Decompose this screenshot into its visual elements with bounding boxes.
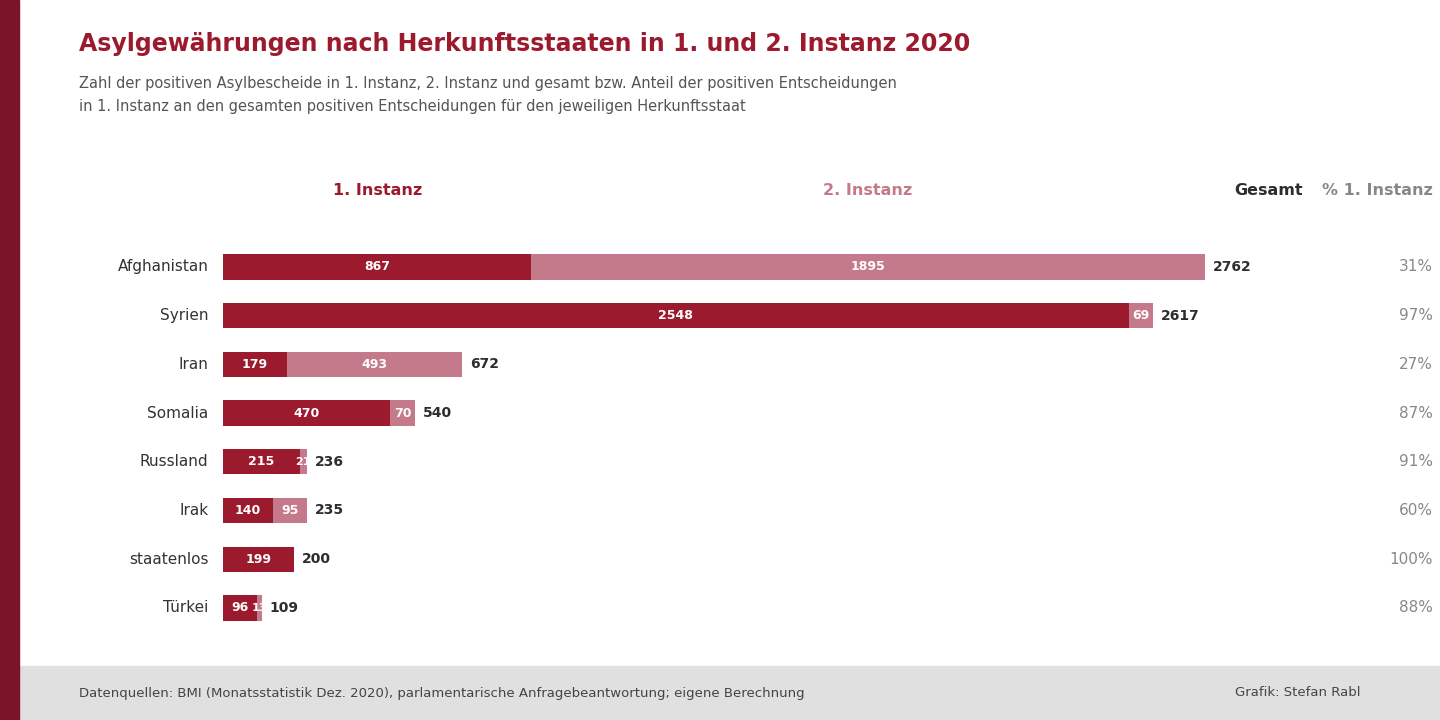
Text: 69: 69 xyxy=(1132,309,1149,322)
Text: 2762: 2762 xyxy=(1212,260,1251,274)
Text: Grafik: Stefan Rabl: Grafik: Stefan Rabl xyxy=(1236,686,1361,700)
Text: 672: 672 xyxy=(469,357,498,372)
Bar xyxy=(274,498,307,523)
Text: Zahl der positiven Asylbescheide in 1. Instanz, 2. Instanz und gesamt bzw. Antei: Zahl der positiven Asylbescheide in 1. I… xyxy=(79,76,897,91)
Text: 140: 140 xyxy=(235,504,261,517)
Text: 88%: 88% xyxy=(1398,600,1433,616)
Text: 236: 236 xyxy=(315,455,344,469)
Bar xyxy=(223,595,258,621)
Text: 179: 179 xyxy=(242,358,268,371)
Text: % 1. Instanz: % 1. Instanz xyxy=(1322,184,1433,198)
Text: Iran: Iran xyxy=(179,357,209,372)
Text: 200: 200 xyxy=(302,552,331,566)
Text: 867: 867 xyxy=(364,261,390,274)
Text: 21: 21 xyxy=(295,456,311,467)
Text: 70: 70 xyxy=(395,407,412,420)
Text: 13: 13 xyxy=(252,603,268,613)
Text: 235: 235 xyxy=(314,503,344,518)
Text: 96: 96 xyxy=(232,601,249,614)
Text: 470: 470 xyxy=(294,407,320,420)
Bar xyxy=(300,449,307,474)
Text: 493: 493 xyxy=(361,358,387,371)
Bar xyxy=(223,449,300,474)
Bar xyxy=(223,400,390,426)
Text: 2617: 2617 xyxy=(1161,309,1200,323)
Text: 95: 95 xyxy=(281,504,298,517)
Text: Datenquellen: BMI (Monatsstatistik Dez. 2020), parlamentarische Anfragebeantwort: Datenquellen: BMI (Monatsstatistik Dez. … xyxy=(79,686,805,700)
Bar xyxy=(390,400,415,426)
Bar xyxy=(1129,303,1153,328)
Text: Asylgewährungen nach Herkunftsstaaten in 1. und 2. Instanz 2020: Asylgewährungen nach Herkunftsstaaten in… xyxy=(79,32,971,56)
Bar xyxy=(258,595,262,621)
Text: 540: 540 xyxy=(423,406,452,420)
Text: 27%: 27% xyxy=(1398,357,1433,372)
Bar xyxy=(223,498,274,523)
Text: 31%: 31% xyxy=(1398,259,1433,274)
Text: 109: 109 xyxy=(269,601,300,615)
Text: 199: 199 xyxy=(246,553,272,566)
Bar xyxy=(223,351,287,377)
Text: Gesamt: Gesamt xyxy=(1234,184,1303,198)
Text: 1. Instanz: 1. Instanz xyxy=(333,184,422,198)
Text: 215: 215 xyxy=(248,455,275,468)
Bar xyxy=(223,546,294,572)
Text: 1895: 1895 xyxy=(851,261,886,274)
Text: 2548: 2548 xyxy=(658,309,694,322)
Text: 87%: 87% xyxy=(1398,405,1433,420)
Bar xyxy=(287,351,462,377)
Bar xyxy=(223,254,531,279)
Text: Afghanistan: Afghanistan xyxy=(118,259,209,274)
Text: 97%: 97% xyxy=(1398,308,1433,323)
Text: 91%: 91% xyxy=(1398,454,1433,469)
Text: 2. Instanz: 2. Instanz xyxy=(824,184,913,198)
Text: 60%: 60% xyxy=(1398,503,1433,518)
Text: in 1. Instanz an den gesamten positiven Entscheidungen für den jeweiligen Herkun: in 1. Instanz an den gesamten positiven … xyxy=(79,99,746,114)
Text: Somalia: Somalia xyxy=(147,405,209,420)
Text: Syrien: Syrien xyxy=(160,308,209,323)
Bar xyxy=(531,254,1205,279)
Text: staatenlos: staatenlos xyxy=(130,552,209,567)
Bar xyxy=(223,303,1129,328)
Text: 100%: 100% xyxy=(1390,552,1433,567)
Text: Russland: Russland xyxy=(140,454,209,469)
Text: Türkei: Türkei xyxy=(163,600,209,616)
Text: Irak: Irak xyxy=(179,503,209,518)
